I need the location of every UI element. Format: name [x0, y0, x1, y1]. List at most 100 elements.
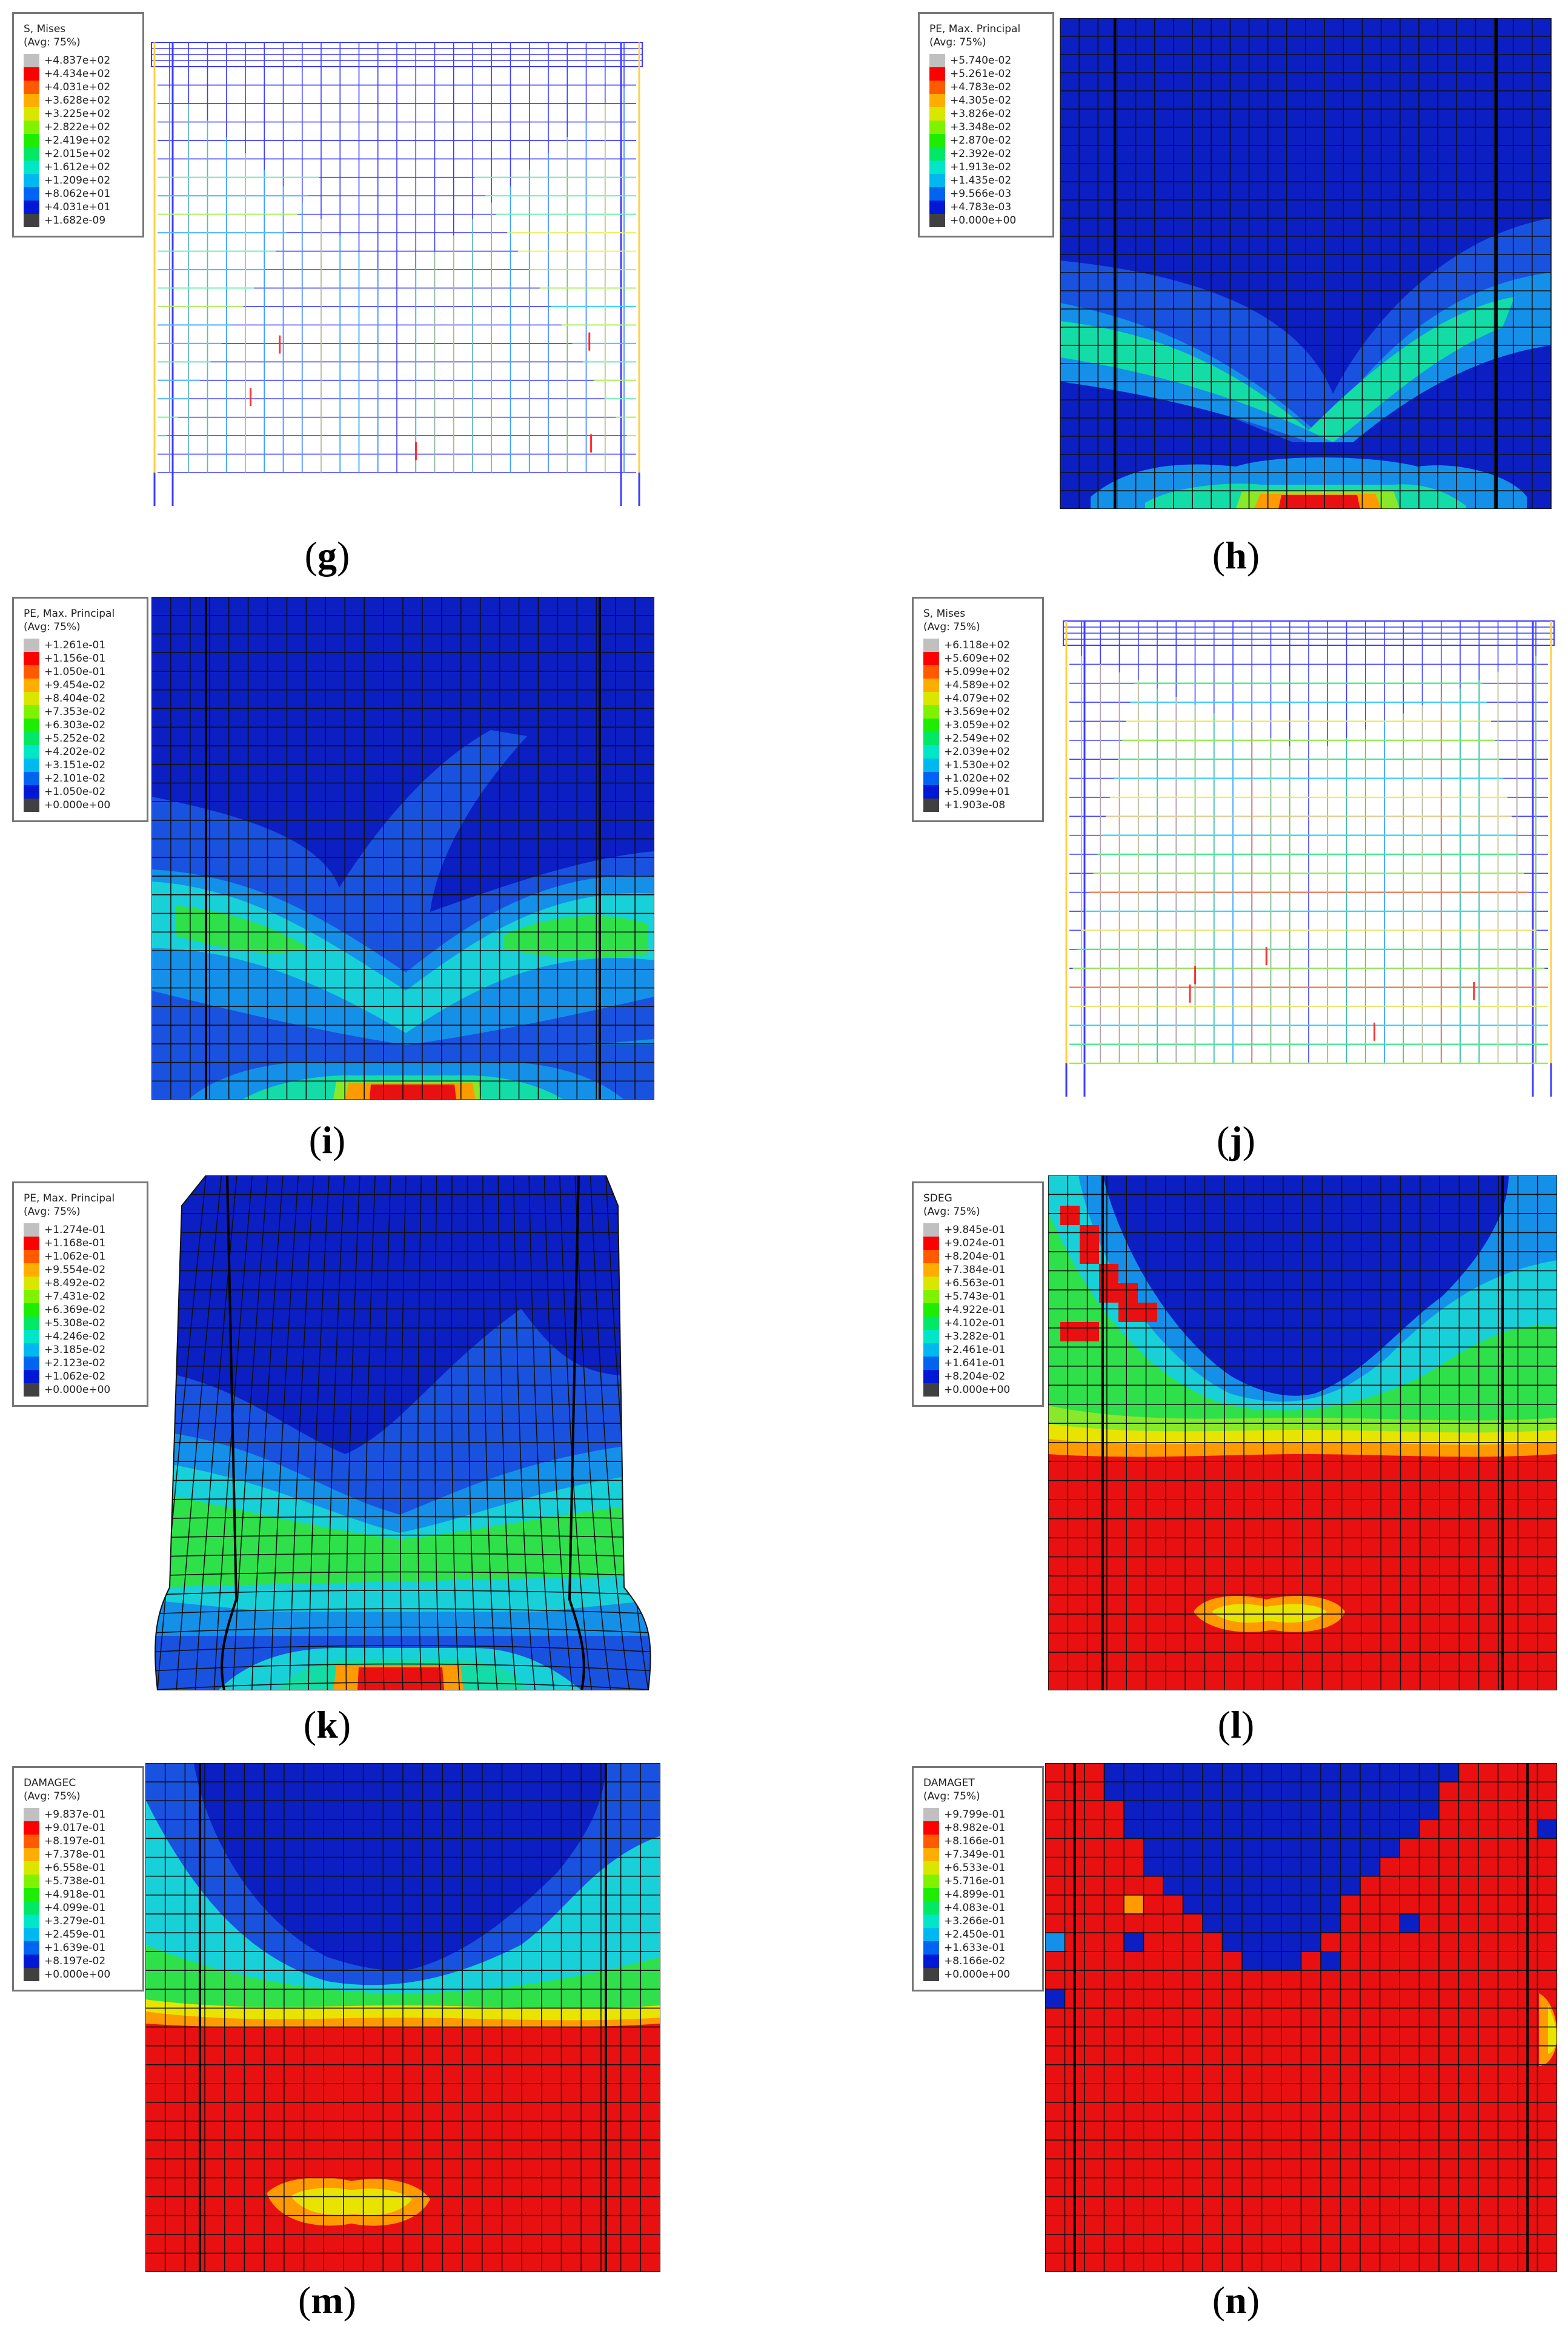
panel-g	[145, 18, 648, 509]
legend-subtitle: (Avg: 75%)	[929, 36, 986, 48]
legend-value: +5.740e-02	[950, 55, 1012, 67]
legend-swatch	[24, 121, 39, 134]
legend-entry: +1.633e-01	[923, 1941, 1034, 1955]
caption-m: (m)	[298, 2279, 356, 2322]
legend-value: +2.039e+02	[944, 746, 1011, 758]
legend-value: +5.099e+02	[944, 666, 1011, 678]
legend-rows: +1.261e-01 +1.156e-01 +1.050e-01 +9.454e-02…	[24, 639, 138, 812]
legend-swatch	[24, 1370, 39, 1383]
legend-entry: +5.252e-02	[24, 732, 138, 745]
legend-swatch	[923, 759, 939, 772]
legend-swatch	[923, 1821, 939, 1835]
element-cell	[1537, 1819, 1557, 1839]
legend-swatch	[24, 214, 39, 227]
legend-m: DAMAGEC (Avg: 75%) +9.837e-01 +9.017e-01 +…	[12, 1766, 144, 1992]
element-cell	[1380, 1857, 1400, 1876]
legend-swatch	[24, 639, 39, 652]
stress-zone	[1065, 621, 1552, 1065]
legend-swatch	[923, 1290, 939, 1303]
legend-swatch	[923, 1888, 939, 1901]
element-cell	[1045, 1933, 1065, 1952]
legend-swatch	[929, 147, 945, 161]
caption-label: g	[317, 534, 337, 577]
contour-band	[155, 1490, 651, 1587]
legend-swatch	[24, 1835, 39, 1848]
legend-swatch	[923, 732, 939, 745]
legend-value: +1.261e-01	[44, 639, 106, 651]
legend-title: S, Mises	[923, 608, 966, 620]
damaged-element	[1080, 1244, 1099, 1264]
legend-swatch	[24, 147, 39, 161]
legend-swatch	[923, 1915, 939, 1928]
caption-k: (k)	[303, 1703, 351, 1746]
legend-value: +2.459e-01	[44, 1928, 106, 1941]
legend-value: +2.549e+02	[944, 732, 1011, 745]
legend-value: +4.202e-02	[44, 746, 106, 758]
legend-entry: +2.101e-02	[24, 772, 138, 785]
damage-plot	[145, 1763, 660, 2272]
rebar-cage	[151, 42, 643, 473]
legend-swatch	[923, 1263, 939, 1277]
legend-entry: +6.558e-01	[24, 1861, 134, 1875]
legend-entry: +4.783e-02	[929, 81, 1044, 94]
panel-k	[145, 1175, 660, 1690]
legend-title: SDEG	[923, 1192, 952, 1204]
legend-entry: +8.166e-01	[923, 1835, 1034, 1848]
legend-entry: +1.050e-01	[24, 665, 138, 679]
legend-entry: +1.274e-01	[24, 1223, 138, 1237]
legend-rows: +1.274e-01 +1.168e-01 +1.062e-01 +9.554e-02…	[24, 1223, 138, 1397]
legend-value: +3.282e-01	[944, 1330, 1006, 1343]
legend-value: +8.982e-01	[944, 1822, 1006, 1834]
legend-entry: +1.156e-01	[24, 652, 138, 665]
legend-swatch	[923, 785, 939, 799]
element-cell	[1400, 1913, 1420, 1933]
legend-swatch	[24, 134, 39, 147]
legend-swatch	[24, 1968, 39, 1981]
legend-value: +5.716e-01	[944, 1875, 1006, 1887]
legend-entry: +7.431e-02	[24, 1290, 138, 1303]
legend-entry: +2.039e+02	[923, 745, 1034, 759]
legend-entry: +6.303e-02	[24, 719, 138, 732]
legend-l: SDEG (Avg: 75%) +9.845e-01 +9.024e-01 +8.2…	[912, 1181, 1044, 1407]
legend-value: +8.492e-02	[44, 1277, 106, 1289]
legend-swatch	[24, 1303, 39, 1317]
legend-swatch	[923, 1237, 939, 1250]
legend-value: +2.450e-01	[944, 1928, 1006, 1941]
legend-swatch	[923, 1928, 939, 1941]
legend-value: +5.261e-02	[950, 68, 1012, 80]
legend-value: +9.845e-01	[944, 1224, 1006, 1236]
legend-value: +1.641e-01	[944, 1357, 1006, 1369]
legend-swatch	[24, 1290, 39, 1303]
caption-l: (l)	[1217, 1703, 1255, 1746]
contour-band	[1060, 297, 1515, 442]
legend-entry: +0.000e+00	[24, 799, 138, 812]
legend-value: +4.783e-03	[950, 201, 1012, 213]
legend-entry: +5.716e-01	[923, 1875, 1034, 1888]
legend-swatch	[24, 94, 39, 107]
legend-entry: +9.017e-01	[24, 1821, 134, 1835]
legend-entry: +3.059e+02	[923, 719, 1034, 732]
legend-subtitle: (Avg: 75%)	[24, 1206, 81, 1218]
legend-value: +1.062e-01	[44, 1251, 106, 1263]
legend-swatch	[929, 94, 945, 107]
legend-swatch	[24, 1848, 39, 1861]
legend-swatch	[923, 772, 939, 785]
legend-entry: +4.031e+01	[24, 201, 134, 214]
legend-value: +6.303e-02	[44, 719, 106, 731]
legend-swatch	[24, 745, 39, 759]
legend-value: +4.031e+02	[44, 81, 111, 93]
legend-h: PE, Max. Principal (Avg: 75%) +5.740e-02…	[918, 12, 1054, 238]
legend-value: +5.099e+01	[944, 786, 1011, 798]
legend-value: +3.826e-02	[950, 108, 1012, 120]
legend-swatch	[24, 1888, 39, 1901]
legend-value: +6.533e-01	[944, 1862, 1006, 1874]
legend-swatch	[24, 772, 39, 785]
legend-entry: +2.549e+02	[923, 732, 1034, 745]
legend-swatch	[923, 679, 939, 692]
legend-value: +6.558e-01	[44, 1862, 106, 1874]
legend-value: +7.353e-02	[44, 706, 106, 718]
legend-swatch	[929, 121, 945, 134]
stress-zone	[153, 42, 640, 473]
legend-value: +1.050e-02	[44, 786, 106, 798]
legend-value: +1.913e-02	[950, 161, 1012, 173]
